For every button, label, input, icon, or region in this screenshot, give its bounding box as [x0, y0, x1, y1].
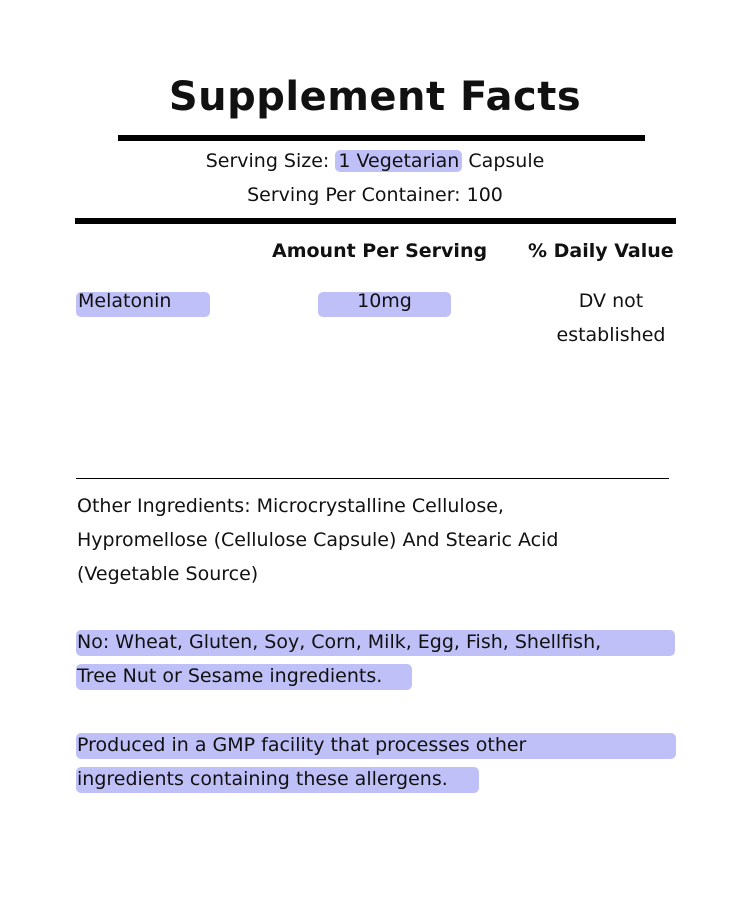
- allergen-line: No: Wheat, Gluten, Soy, Corn, Milk, Egg,…: [77, 631, 602, 653]
- other-ingredients: Other Ingredients: Microcrystalline Cell…: [77, 489, 558, 591]
- allergen-statement: No: Wheat, Gluten, Soy, Corn, Milk, Egg,…: [77, 625, 601, 693]
- amount-highlight: [318, 292, 451, 317]
- other-ingredients-line: (Vegetable Source): [77, 563, 259, 585]
- serving-size-unit: Capsule: [468, 150, 545, 172]
- allergen-highlight: [76, 630, 675, 656]
- header-divider: [75, 218, 676, 224]
- ingredient-dv-line2: established: [556, 324, 666, 346]
- title-divider: [118, 135, 645, 141]
- page-title: Supplement Facts: [168, 74, 582, 120]
- facility-highlight: [76, 733, 676, 759]
- ingredient-amount: 10mg: [357, 290, 412, 312]
- section-divider: [76, 478, 669, 479]
- melatonin-highlight: [76, 292, 210, 317]
- serving-size: Serving Size: 1 Vegetarian Capsule: [0, 150, 750, 172]
- facility-line: Produced in a GMP facility that processe…: [77, 734, 527, 756]
- ingredient-dv-line1: DV not: [578, 290, 644, 312]
- serving-size-label: Serving Size:: [205, 150, 330, 172]
- facility-statement: Produced in a GMP facility that processe…: [77, 728, 526, 796]
- serving-size-value: 1 Vegetarian: [335, 150, 463, 172]
- header-daily-value: % Daily Value: [528, 240, 674, 262]
- facility-line: ingredients containing these allergens.: [77, 768, 448, 790]
- ingredient-name: Melatonin: [78, 290, 172, 312]
- facility-highlight: [76, 767, 479, 793]
- allergen-highlight: [76, 664, 412, 690]
- servings-per-container: Serving Per Container: 100: [247, 184, 503, 206]
- allergen-line: Tree Nut or Sesame ingredients.: [77, 665, 383, 687]
- other-ingredients-line: Other Ingredients: Microcrystalline Cell…: [77, 495, 504, 517]
- other-ingredients-line: Hypromellose (Cellulose Capsule) And Ste…: [77, 529, 559, 551]
- header-amount-per-serving: Amount Per Serving: [272, 240, 488, 262]
